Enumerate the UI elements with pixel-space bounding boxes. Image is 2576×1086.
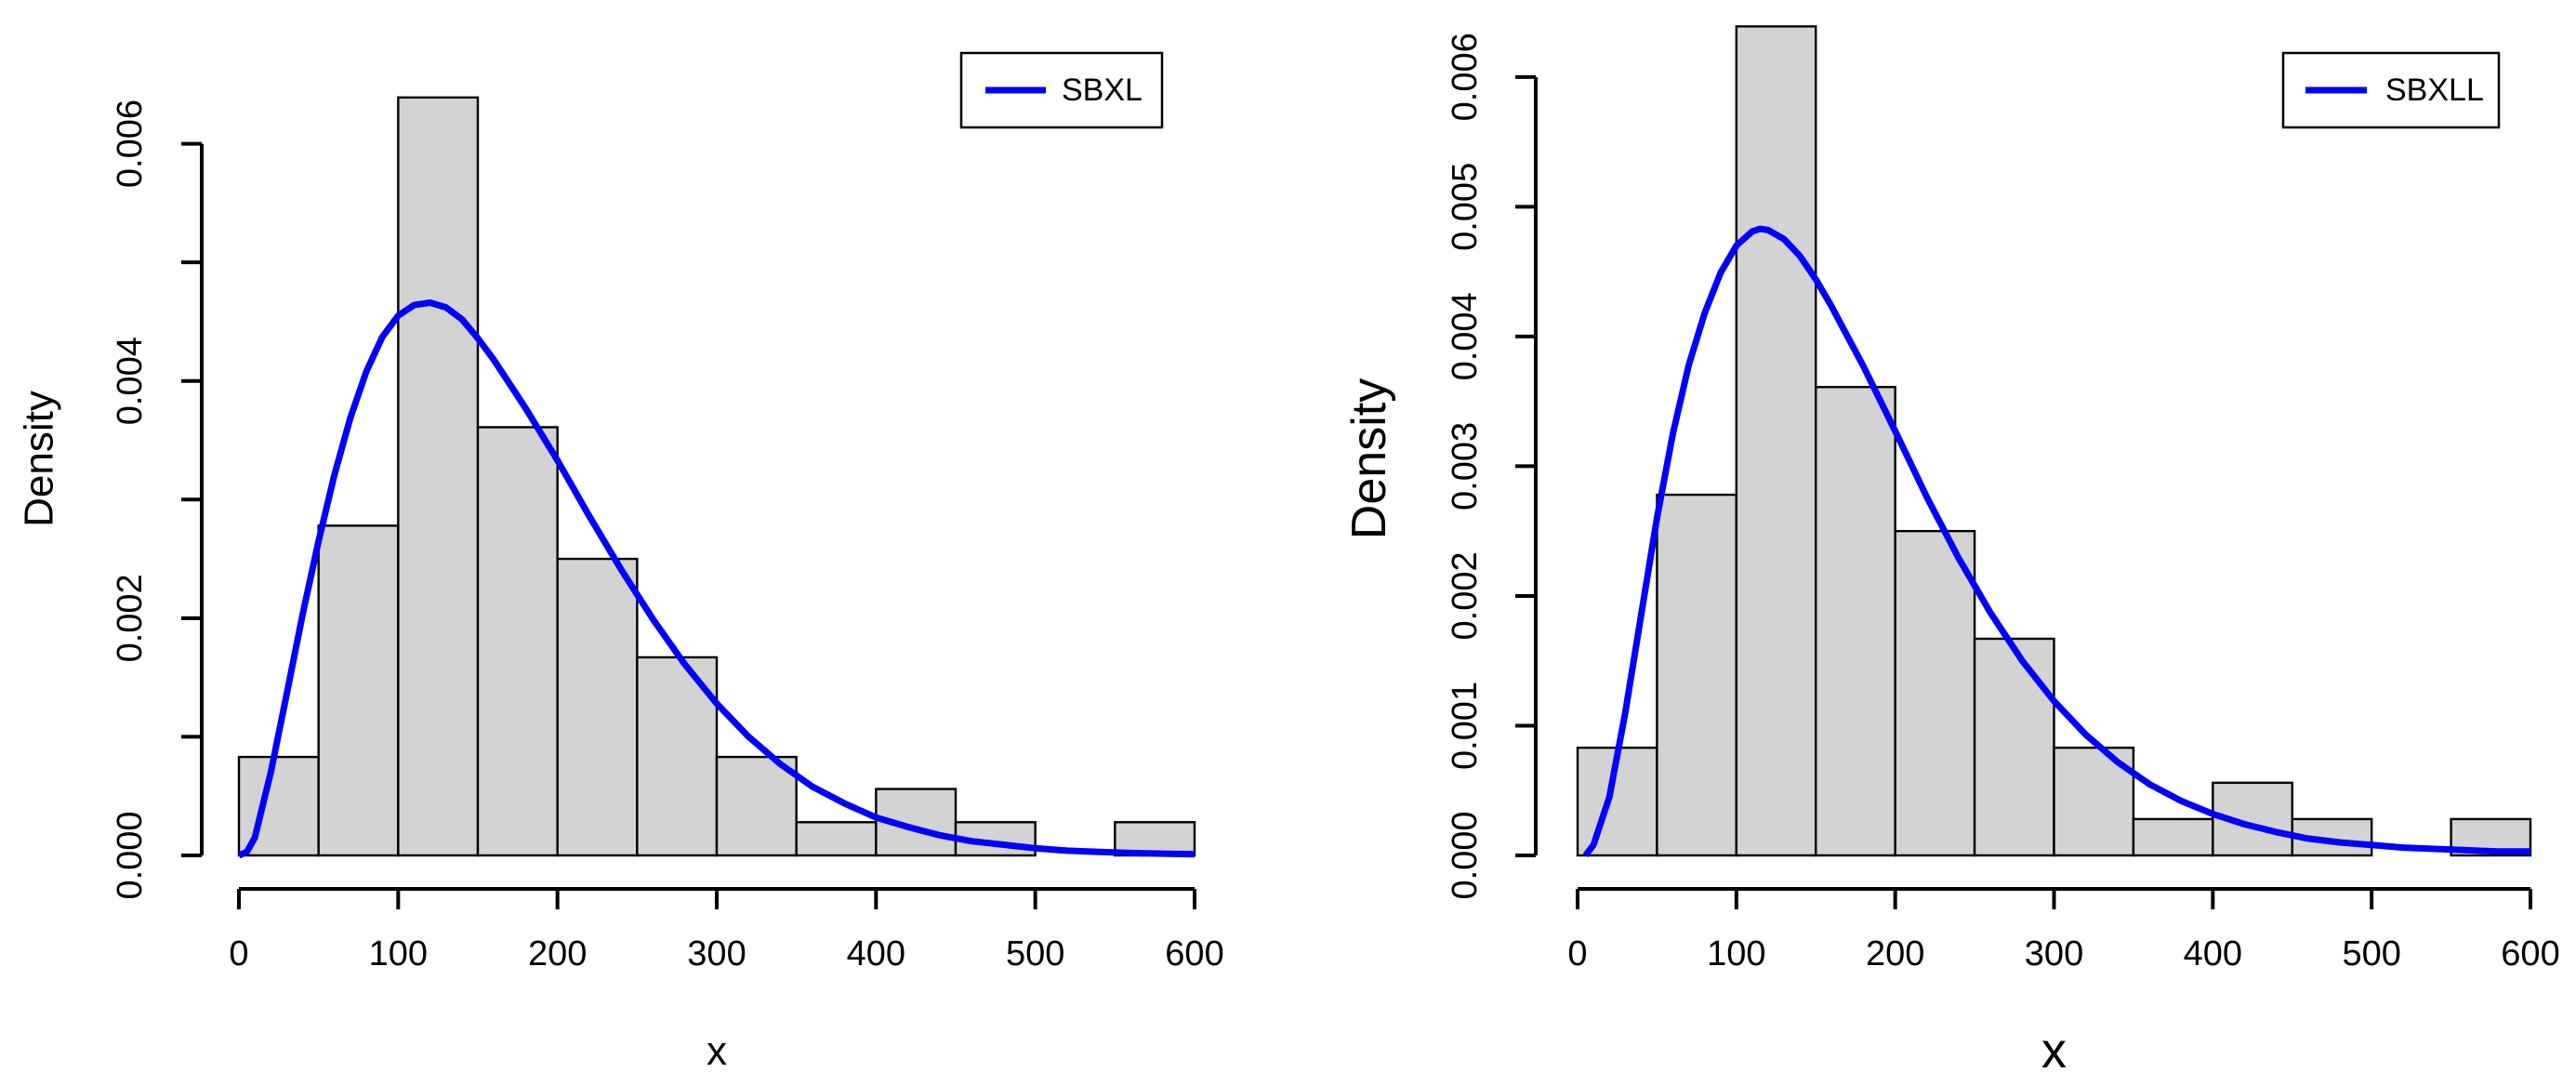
histogram-bar: [1656, 493, 1738, 857]
x-tick-label: 0: [1567, 934, 1587, 973]
histogram-bar: [1973, 637, 2055, 857]
legend-label: SBXL: [1062, 73, 1143, 108]
histogram-bar: [476, 426, 559, 857]
x-tick-label: 0: [229, 934, 248, 973]
y-tick-label: 0.004: [111, 337, 150, 425]
x-tick-label: 100: [1707, 934, 1765, 973]
x-tick-label: 600: [1165, 934, 1223, 973]
x-tick-label: 100: [369, 934, 428, 973]
histogram-bar: [556, 557, 639, 857]
y-tick-label: 0.000: [1446, 811, 1485, 899]
x-tick-label: 200: [528, 934, 587, 973]
histogram-bar: [1735, 25, 1817, 857]
x-tick-label: 400: [2184, 934, 2242, 973]
y-tick-label: 0.002: [1446, 551, 1485, 640]
histogram-bars: [237, 96, 1196, 857]
x-axis-title: x: [707, 1028, 727, 1074]
x-axis-title: x: [2041, 1023, 2067, 1079]
legend: SBXL: [959, 51, 1164, 129]
histogram-bar: [795, 821, 878, 857]
density-curve: [1582, 225, 2530, 858]
histogram-bar: [317, 524, 400, 857]
x-tick-label: 400: [847, 934, 905, 973]
x-tick-label: 300: [2025, 934, 2083, 973]
chart-panel-sbxll: 0.000 0.001 0.002 0.003 0.004 0.005 0.006 0 100 2…: [1342, 25, 2560, 1079]
histogram-bar: [2132, 817, 2214, 857]
x-tick-label: 500: [1006, 934, 1064, 973]
x-tick-label: 600: [2501, 934, 2559, 973]
x-tick-label: 200: [1866, 934, 1924, 973]
histogram-bars: [1576, 25, 2532, 857]
y-tick-label: 0.002: [111, 574, 150, 662]
y-tick-label: 0.003: [1446, 422, 1485, 510]
y-tick-label: 0.006: [1446, 33, 1485, 121]
x-tick-label: 500: [2342, 934, 2400, 973]
y-axis-title: Density: [1342, 378, 1396, 539]
legend: SBXLL: [2281, 51, 2501, 129]
histogram-bar: [397, 96, 480, 857]
histogram-bar: [1894, 529, 1976, 857]
histogram-bar: [1815, 386, 1896, 857]
legend-label: SBXLL: [2385, 73, 2484, 108]
y-tick-label: 0.001: [1446, 682, 1485, 770]
y-axis-title: Density: [17, 391, 62, 527]
y-tick-label: 0.000: [111, 811, 150, 899]
y-tick-label: 0.006: [111, 99, 150, 188]
chart-panel-sbxl: 0.000 0.002 0.004 0.006 0 100 200 300 400 500 600 x…: [17, 51, 1224, 1074]
density-curve: [237, 299, 1196, 859]
y-tick-label: 0.004: [1446, 292, 1485, 380]
histogram-bar: [715, 755, 798, 857]
y-tick-label: 0.005: [1446, 163, 1485, 251]
x-tick-label: 300: [687, 934, 746, 973]
